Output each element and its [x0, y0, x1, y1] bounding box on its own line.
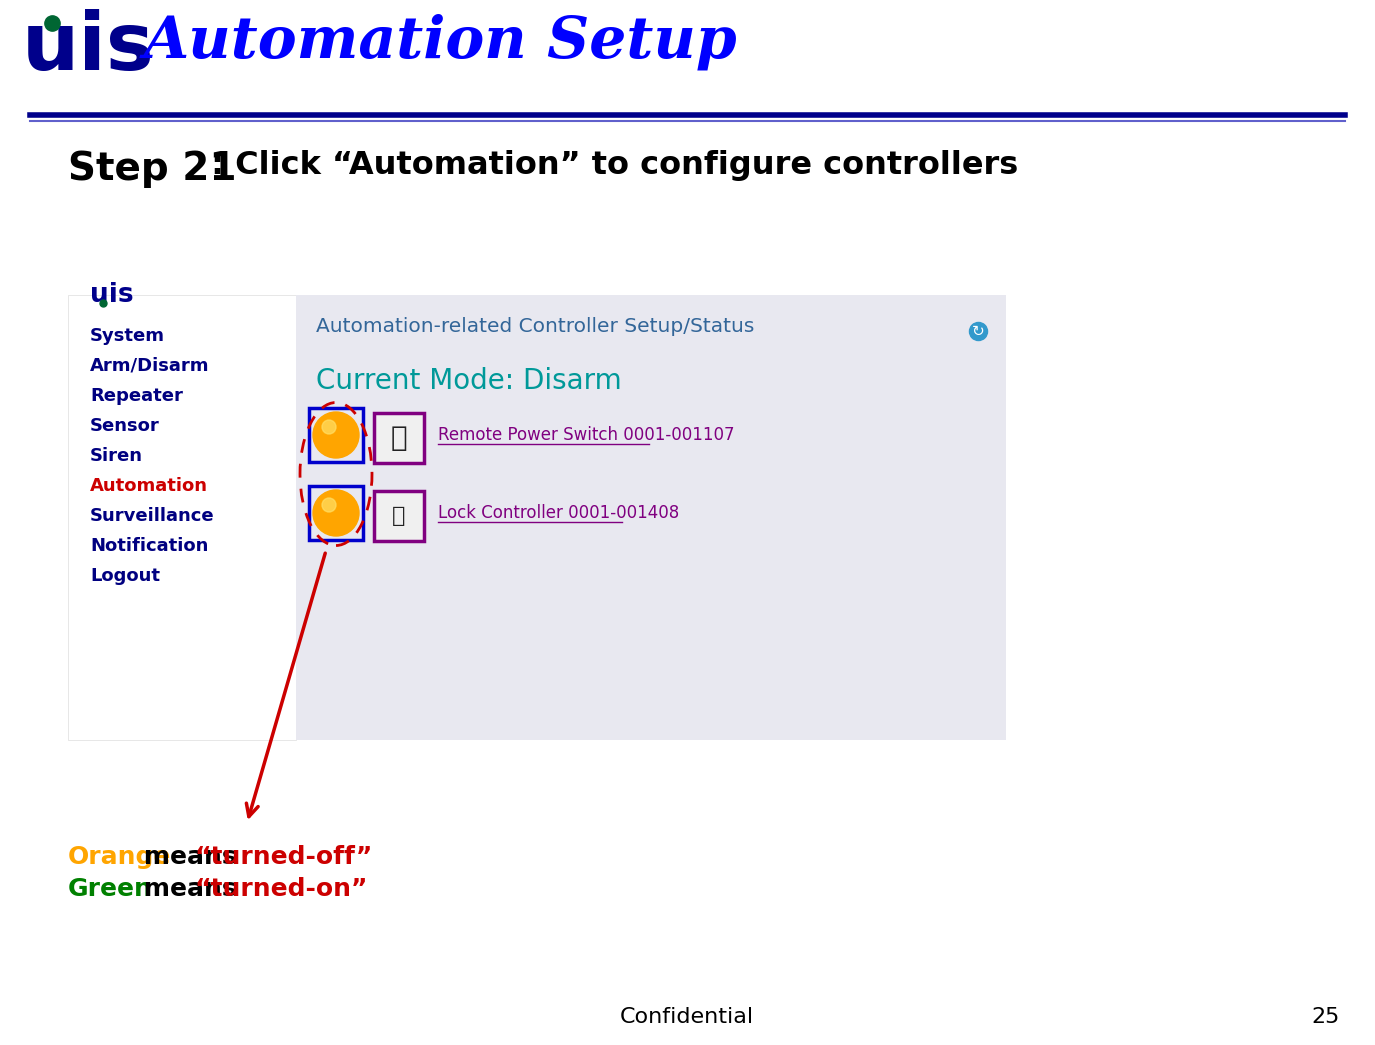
Text: Automation: Automation: [89, 477, 208, 495]
Text: Logout: Logout: [89, 567, 160, 585]
Text: Confidential: Confidential: [620, 1007, 754, 1027]
Text: Notification: Notification: [89, 537, 209, 555]
Circle shape: [314, 412, 359, 458]
Text: Automation-related Controller Setup/Status: Automation-related Controller Setup/Stat…: [316, 317, 755, 336]
Text: Arm/Disarm: Arm/Disarm: [89, 357, 209, 375]
Text: ⏻: ⏻: [390, 424, 407, 452]
Text: Repeater: Repeater: [89, 387, 183, 405]
Circle shape: [322, 498, 336, 512]
Text: Orange: Orange: [67, 845, 172, 869]
FancyBboxPatch shape: [67, 295, 296, 740]
Text: Automation Setup: Automation Setup: [143, 14, 737, 70]
Text: : Click “Automation” to configure controllers: : Click “Automation” to configure contro…: [199, 150, 1019, 181]
Text: Current Mode: Disarm: Current Mode: Disarm: [316, 367, 622, 395]
Circle shape: [314, 490, 359, 536]
Text: Lock Controller 0001-001408: Lock Controller 0001-001408: [439, 504, 679, 522]
Text: Sensor: Sensor: [89, 417, 160, 435]
Text: means: means: [135, 845, 246, 869]
FancyBboxPatch shape: [374, 491, 423, 541]
Text: ↻: ↻: [972, 324, 984, 339]
Text: Step 21: Step 21: [67, 150, 236, 188]
Text: “turned-on”: “turned-on”: [195, 877, 368, 901]
Text: uis: uis: [22, 9, 155, 87]
Text: uis: uis: [89, 282, 133, 308]
Text: means: means: [135, 877, 246, 901]
Text: Siren: Siren: [89, 447, 143, 465]
Text: Green: Green: [67, 877, 153, 901]
Text: System: System: [89, 327, 165, 345]
Text: 25: 25: [1312, 1007, 1341, 1027]
Circle shape: [322, 420, 336, 434]
Text: Surveillance: Surveillance: [89, 507, 214, 525]
Text: Remote Power Switch 0001-001107: Remote Power Switch 0001-001107: [439, 426, 734, 444]
FancyBboxPatch shape: [296, 295, 1006, 740]
Text: “turned-off”: “turned-off”: [195, 845, 373, 869]
FancyBboxPatch shape: [374, 413, 423, 463]
Text: 🔒: 🔒: [392, 506, 406, 526]
